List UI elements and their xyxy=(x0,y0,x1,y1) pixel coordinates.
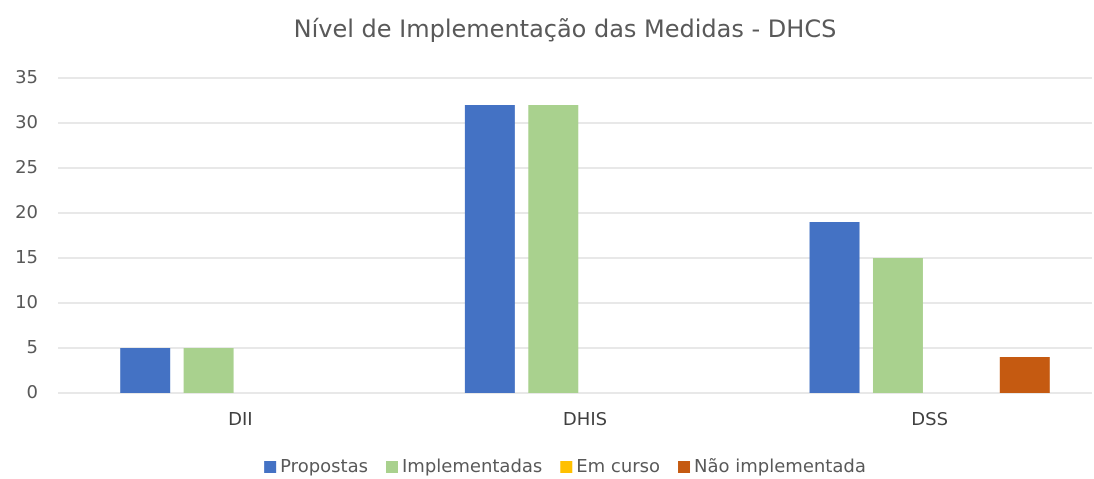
legend: Propostas Implementadas Em curso Não implem… xyxy=(264,456,866,477)
legend-label: Em curso xyxy=(576,456,660,477)
bar xyxy=(999,357,1050,393)
y-tick-label: 20 xyxy=(15,202,38,223)
legend-label: Propostas xyxy=(280,456,368,477)
y-tick-label: 25 xyxy=(15,157,38,178)
y-tick-label: 15 xyxy=(15,247,38,268)
x-tick-label: DHIS xyxy=(563,409,607,430)
chart-title: Nível de Implementação das Medidas - DHC… xyxy=(294,15,837,43)
bar xyxy=(809,222,860,393)
bar xyxy=(183,348,234,393)
legend-swatch xyxy=(385,461,398,473)
legend-swatch xyxy=(560,461,573,473)
y-tick-label: 5 xyxy=(27,337,38,358)
y-tick-label: 10 xyxy=(15,292,38,313)
bar xyxy=(120,348,171,393)
y-tick-label: 35 xyxy=(15,67,38,88)
legend-swatch xyxy=(264,461,277,473)
y-tick-label: 30 xyxy=(15,112,38,133)
legend-swatch xyxy=(678,461,691,473)
legend-label: Implementadas xyxy=(402,456,542,477)
bar xyxy=(528,105,579,393)
y-tick-label: 0 xyxy=(27,382,38,403)
x-tick-label: DII xyxy=(228,409,252,430)
bar xyxy=(872,258,923,393)
x-tick-label: DSS xyxy=(911,409,948,430)
bar xyxy=(464,105,515,393)
legend-label: Não implementada xyxy=(694,456,866,477)
